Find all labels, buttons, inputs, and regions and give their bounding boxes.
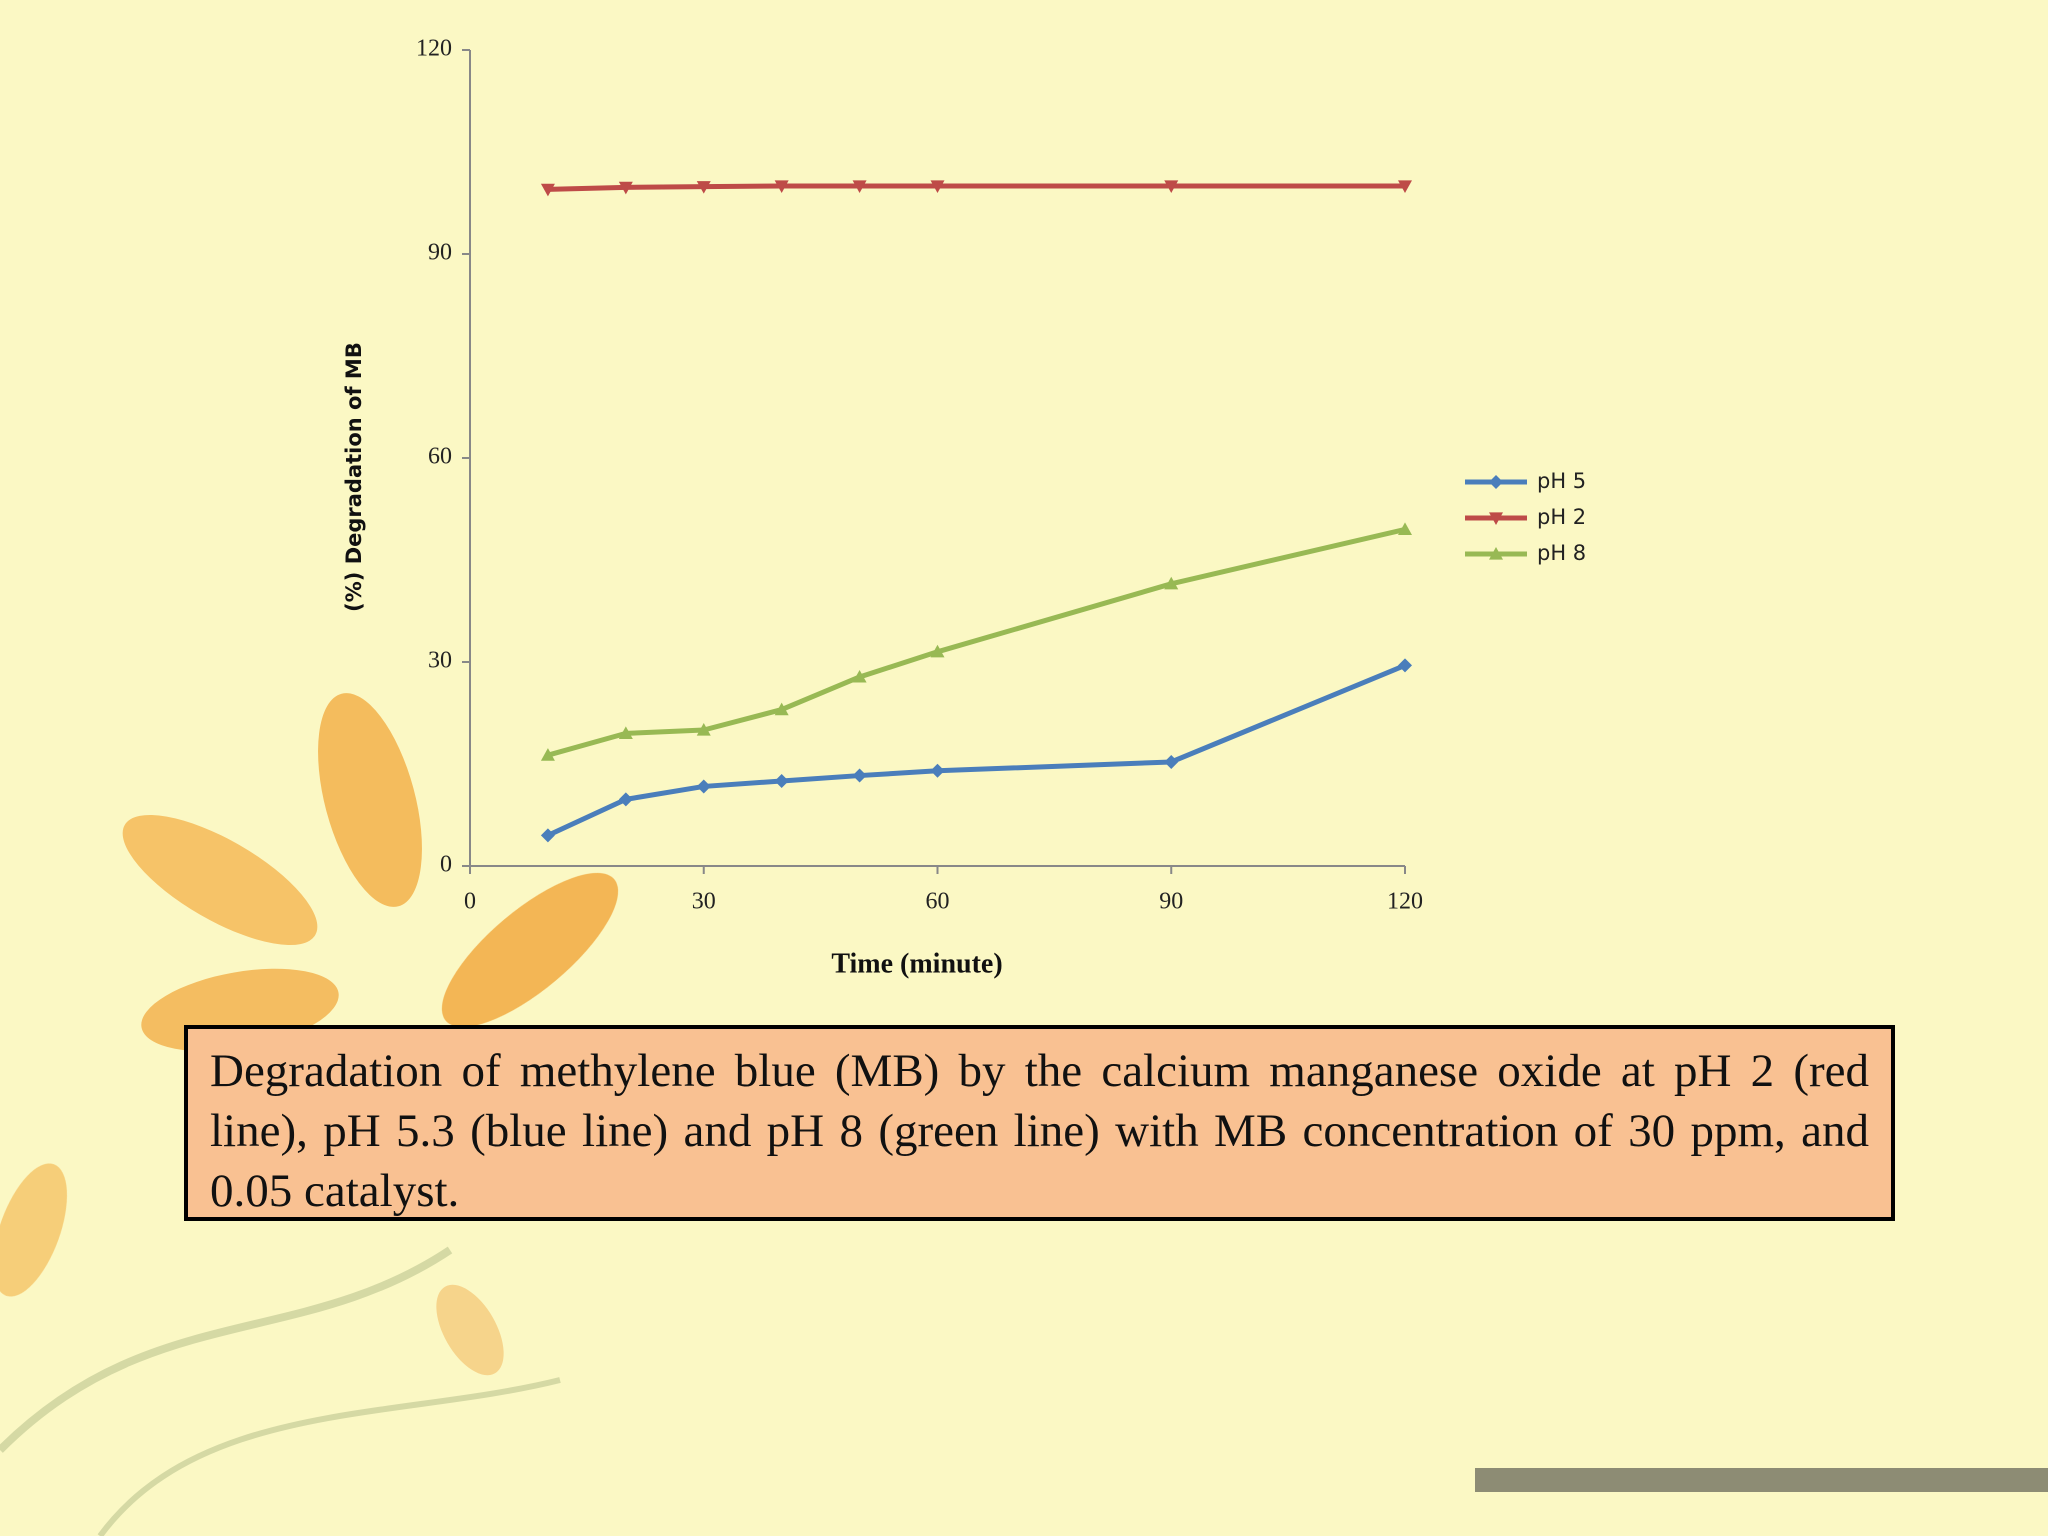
- legend-marker: [1489, 475, 1503, 489]
- data-point: [930, 644, 945, 658]
- y-tick-label: 0: [440, 852, 452, 878]
- y-tick-label: 60: [428, 444, 452, 470]
- data-point: [930, 180, 945, 193]
- data-point: [930, 763, 945, 778]
- x-tick-label: 0: [464, 889, 476, 915]
- series-line: [547, 183, 1405, 192]
- y-tick-label: 120: [416, 36, 452, 62]
- data-point: [1398, 180, 1412, 193]
- y-tick-label: 30: [428, 648, 452, 674]
- caption: Degradation of methylene blue (MB) by th…: [184, 1025, 1895, 1221]
- data-point: [618, 792, 633, 807]
- legend-marker: [1489, 512, 1503, 525]
- x-tick-label: 120: [1387, 889, 1423, 915]
- data-point: [696, 723, 711, 736]
- data-point: [618, 726, 633, 739]
- data-point: [1164, 754, 1179, 769]
- data-point: [852, 768, 867, 783]
- data-point: [696, 779, 711, 794]
- data-point: [852, 669, 867, 683]
- data-point: [774, 180, 789, 193]
- data-point: [540, 828, 555, 843]
- data-point: [540, 748, 555, 761]
- series-line: [547, 526, 1406, 758]
- y-axis-title: (%) Degradation of MB: [342, 342, 366, 612]
- data-point: [1164, 180, 1179, 193]
- x-axis-title: Time (minute): [831, 948, 1002, 979]
- x-tick-label: 90: [1159, 889, 1183, 915]
- data-point: [696, 181, 711, 194]
- data-point: [618, 181, 633, 195]
- x-tick-label: 30: [692, 889, 716, 915]
- x-tick-label: 60: [926, 889, 950, 915]
- data-point: [540, 183, 555, 197]
- data-point: [1164, 576, 1179, 590]
- legend-label: pH 2: [1537, 505, 1586, 529]
- y-tick-label: 90: [428, 240, 452, 266]
- data-point: [774, 702, 789, 716]
- legend-marker: [1489, 547, 1503, 560]
- data-point: [1398, 522, 1412, 535]
- legend-label: pH 8: [1537, 541, 1586, 565]
- data-point: [1398, 658, 1412, 673]
- series-line: [546, 663, 1406, 838]
- data-point: [852, 180, 867, 193]
- data-point: [774, 774, 789, 788]
- legend-label: pH 5: [1537, 469, 1586, 493]
